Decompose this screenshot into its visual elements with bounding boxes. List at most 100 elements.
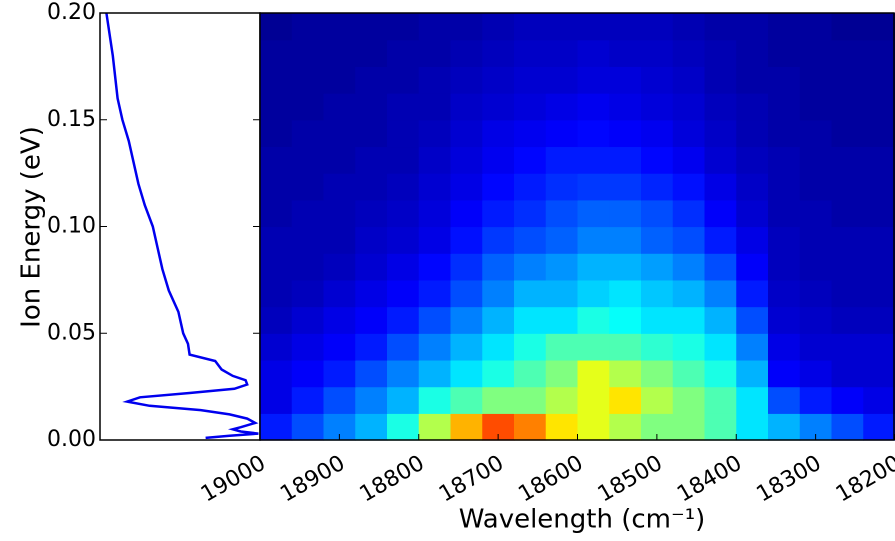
heat-cell xyxy=(482,279,515,308)
heat-cell xyxy=(514,173,547,201)
heat-cell xyxy=(260,13,293,41)
heat-cell xyxy=(831,386,864,414)
heat-cell xyxy=(355,13,388,41)
heat-cell xyxy=(641,306,674,334)
heat-cell xyxy=(831,119,864,148)
heat-cell xyxy=(799,386,833,414)
heat-cell xyxy=(260,333,293,361)
heat-cell xyxy=(291,306,325,334)
heat-cell xyxy=(641,333,674,361)
y-tick-label: 0.15 xyxy=(47,107,96,132)
heat-cell xyxy=(387,13,420,41)
heat-cell xyxy=(418,279,452,308)
heat-cell xyxy=(577,146,610,174)
heat-cell xyxy=(482,306,515,334)
heat-cell xyxy=(863,199,895,228)
heat-cell xyxy=(291,13,325,41)
heat-cell xyxy=(736,173,769,201)
heat-cell xyxy=(291,146,325,174)
heat-cell xyxy=(418,146,452,174)
heat-cell xyxy=(641,93,674,121)
heat-cell xyxy=(768,146,801,174)
heat-cell xyxy=(355,119,388,148)
heat-cell xyxy=(704,253,737,281)
heat-cell xyxy=(641,146,674,174)
heat-cell xyxy=(704,199,737,228)
heat-cell xyxy=(355,93,388,121)
heat-cell xyxy=(260,173,293,201)
heat-cell xyxy=(736,199,769,228)
heat-cell xyxy=(736,279,769,308)
heat-cell xyxy=(323,359,356,388)
heat-cell xyxy=(545,279,579,308)
heat-cell xyxy=(355,306,388,334)
heat-cell xyxy=(482,386,515,414)
heat-cell xyxy=(545,119,579,148)
heat-cell xyxy=(831,413,864,441)
heat-cell xyxy=(482,93,515,121)
heat-cell xyxy=(577,413,610,441)
heat-cell xyxy=(418,253,452,281)
x-tick-label: 18500 xyxy=(594,451,667,508)
heat-cell xyxy=(609,199,642,228)
heat-cell xyxy=(260,413,293,441)
heat-cell xyxy=(418,359,452,388)
heat-cell xyxy=(704,333,737,361)
profile-line xyxy=(105,12,259,440)
heat-cell xyxy=(609,146,642,174)
heat-cell xyxy=(799,333,833,361)
heat-cell xyxy=(545,413,579,441)
heat-cell xyxy=(641,359,674,388)
heat-cell xyxy=(577,253,610,281)
heat-cell xyxy=(482,253,515,281)
heat-cell xyxy=(387,386,420,414)
heat-cell xyxy=(863,39,895,67)
heat-cell xyxy=(831,359,864,388)
heat-cell xyxy=(545,93,579,121)
heat-cell xyxy=(355,359,388,388)
heat-cell xyxy=(641,119,674,148)
heat-cell xyxy=(260,39,293,67)
heat-cell xyxy=(450,93,483,121)
heat-cell xyxy=(609,279,642,308)
heat-cell xyxy=(355,386,388,414)
heat-cell xyxy=(545,13,579,41)
heat-cell xyxy=(514,386,547,414)
heat-cell xyxy=(863,279,895,308)
heat-cell xyxy=(799,93,833,121)
heat-cell xyxy=(736,226,769,254)
heat-cell xyxy=(672,119,706,148)
heat-cell xyxy=(545,146,579,174)
heat-cell xyxy=(799,13,833,41)
heat-cell xyxy=(672,359,706,388)
heat-cell xyxy=(387,333,420,361)
heat-cell xyxy=(672,226,706,254)
heat-cell xyxy=(450,253,483,281)
heat-cell xyxy=(418,66,452,94)
heat-cell xyxy=(672,306,706,334)
heat-cell xyxy=(736,306,769,334)
heat-cell xyxy=(799,39,833,67)
heat-cell xyxy=(323,13,356,41)
heat-cell xyxy=(831,306,864,334)
heat-cell xyxy=(545,306,579,334)
heat-cell xyxy=(545,386,579,414)
heat-cell xyxy=(323,306,356,334)
heat-cell xyxy=(799,306,833,334)
heat-cell xyxy=(768,173,801,201)
heat-cell xyxy=(863,253,895,281)
heat-cell xyxy=(672,13,706,41)
heat-cell xyxy=(387,93,420,121)
heat-cell xyxy=(387,146,420,174)
y-tick-label: 0.05 xyxy=(47,320,96,345)
heat-cell xyxy=(514,306,547,334)
heat-cell xyxy=(609,386,642,414)
x-tick-label: 18200 xyxy=(832,451,895,508)
heat-cell xyxy=(672,253,706,281)
heat-cell xyxy=(355,146,388,174)
heat-cell xyxy=(418,173,452,201)
heat-cell xyxy=(736,333,769,361)
heat-cell xyxy=(545,359,579,388)
heat-cell xyxy=(863,226,895,254)
heat-cell xyxy=(609,253,642,281)
